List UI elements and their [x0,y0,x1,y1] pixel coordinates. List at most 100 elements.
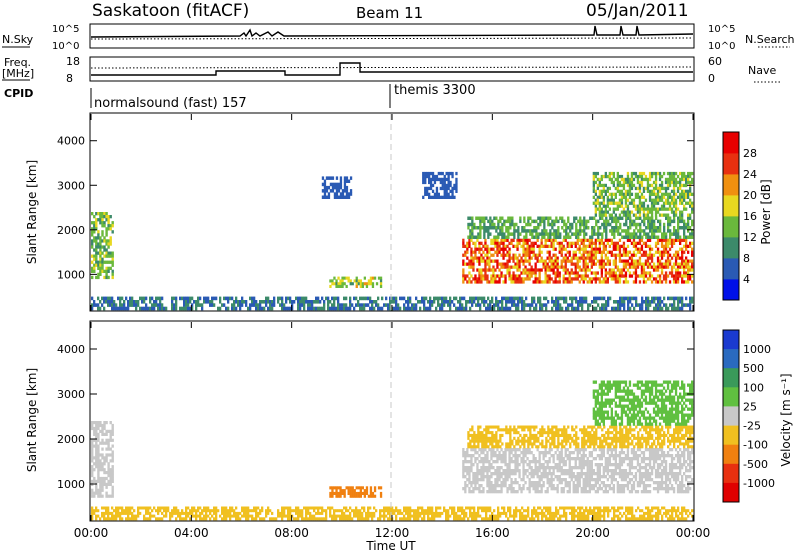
power-cell [681,250,684,254]
power-cell [573,232,576,236]
power-cell [635,303,638,307]
power-cell [373,276,377,280]
velocity-cell [111,506,114,510]
power-cell [507,226,510,230]
power-cell [277,300,280,304]
velocity-cell [603,509,606,513]
power-cell [431,189,435,193]
power-cell [612,174,615,179]
velocity-cell [553,517,556,521]
power-cell [363,306,366,311]
power-cell [327,192,331,196]
power-cell [93,227,96,231]
power-cell [517,300,520,304]
power-cell [333,185,337,190]
velocity-cell [97,450,100,454]
velocity-cell [373,494,377,498]
power-cell [598,247,601,251]
velocity-cell [409,514,412,518]
power-cell [668,207,672,211]
velocity-cell [163,506,166,510]
velocity-cell [371,514,374,518]
power-cell [548,253,551,257]
velocity-cell [499,511,502,515]
velocity-cell [510,481,513,485]
power-cell [628,195,632,199]
power-cell [555,229,558,233]
velocity-cell [447,514,450,518]
velocity-cell [484,469,487,473]
power-cell [627,235,630,239]
velocity-cell [542,469,545,473]
velocity-cell [486,469,489,473]
power-cell [349,300,352,304]
velocity-cell [95,432,98,436]
velocity-cell [527,514,530,518]
velocity-cell [627,511,630,515]
power-cell [405,306,408,311]
power-cell [606,259,609,263]
power-cell [687,303,690,307]
power-cell [476,268,479,272]
power-cell [604,183,607,188]
power-cell [143,300,146,304]
power-cell [659,303,662,307]
velocity-cell [538,478,541,482]
power-cell [95,239,98,243]
power-cell [347,276,350,280]
colorbar-swatch [723,258,739,280]
velocity-cell [325,514,328,518]
velocity-cell [462,460,465,464]
power-cell [610,192,613,196]
power-cell [307,300,310,304]
velocity-cell [331,486,334,490]
power-cell [101,218,104,222]
velocity-cell [518,454,521,458]
power-cell [536,256,539,260]
velocity-cell [500,466,503,470]
power-cell [568,259,571,263]
power-cell [662,274,666,278]
power-cell [429,303,432,307]
velocity-cell [255,509,258,513]
power-cell [515,296,518,301]
power-cell [573,216,576,220]
velocity-cell [629,506,632,510]
power-cell [623,300,626,304]
power-cell [105,230,108,234]
power-cell [662,262,666,266]
power-cell [520,271,523,275]
power-cell [630,262,634,266]
power-cell [557,226,560,230]
power-cell [553,232,556,236]
velocity-cell [522,463,525,467]
power-cell [647,216,650,220]
velocity-cell [103,482,106,486]
velocity-cell [377,517,380,521]
power-cell [631,235,634,239]
velocity-cell [545,517,548,521]
power-cell [629,235,632,239]
power-cell [530,241,533,245]
power-cell [622,253,626,257]
power-cell [557,229,560,233]
velocity-cell [512,460,515,464]
power-cell [518,274,521,278]
power-cell [133,303,136,307]
power-cell [611,226,614,230]
power-cell [105,275,108,280]
power-cell [590,280,593,284]
velocity-cell [523,517,526,521]
power-cell [608,171,611,176]
power-cell [626,210,630,214]
power-cell [345,296,348,301]
velocity-cell [683,509,686,513]
power-cell [691,201,694,205]
velocity-cell [571,506,574,510]
velocity-cell [101,447,104,451]
power-cell [636,180,640,185]
power-cell [333,306,336,311]
power-cell [462,280,465,284]
power-cell [588,241,591,245]
power-cell [489,216,492,220]
